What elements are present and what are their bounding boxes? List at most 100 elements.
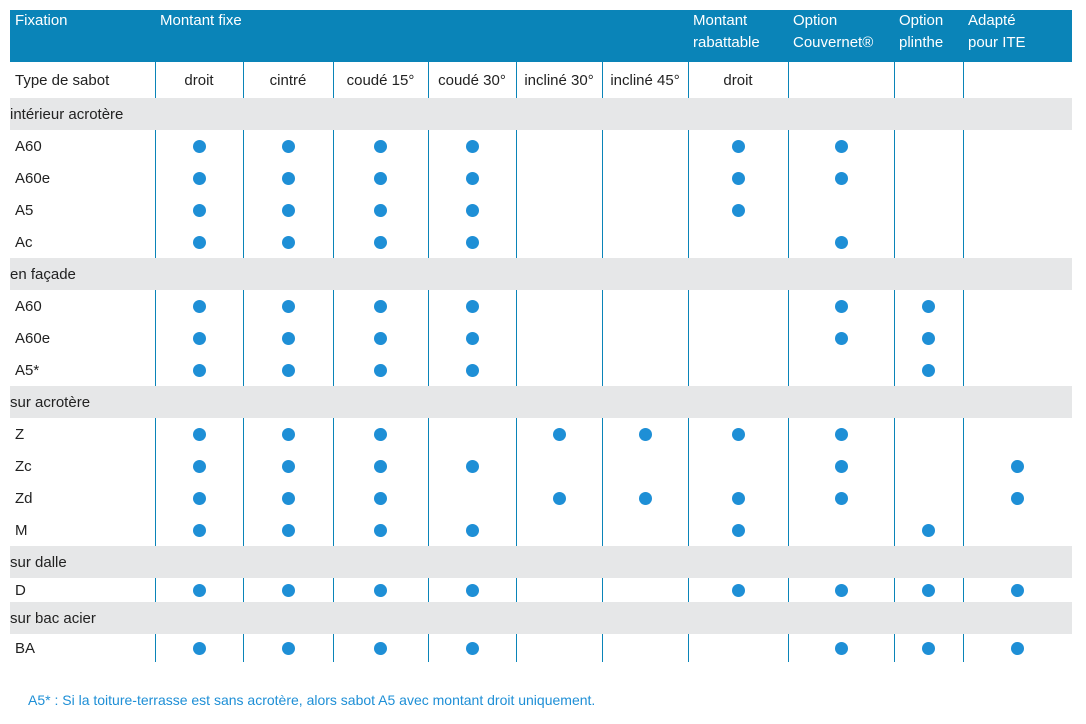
table-cell — [427, 578, 516, 602]
table-cell — [962, 418, 1072, 450]
compatible-dot-icon — [1011, 492, 1025, 506]
table-cell — [242, 194, 333, 226]
table-cell — [787, 578, 894, 602]
table-cell — [601, 482, 688, 514]
table-cell — [962, 322, 1072, 354]
table-cell — [242, 290, 333, 322]
row-label: D — [15, 581, 26, 599]
compatible-dot-icon — [465, 524, 479, 538]
row-label: A60 — [15, 137, 42, 155]
table-cell — [242, 482, 333, 514]
compatible-dot-icon — [281, 172, 295, 186]
table-cell — [427, 322, 516, 354]
table-row: D — [10, 578, 1072, 602]
table-cell — [427, 482, 516, 514]
table-row: A60e — [10, 162, 1072, 194]
table-cell — [515, 450, 602, 482]
compatible-dot-icon — [374, 236, 387, 250]
table-cell — [601, 130, 688, 162]
table-cell — [893, 322, 963, 354]
compatible-dot-icon — [465, 300, 479, 314]
table-cell — [242, 322, 333, 354]
table-cell — [427, 418, 516, 450]
table-cell — [427, 634, 516, 662]
table-cell — [332, 578, 428, 602]
compatible-dot-icon — [731, 492, 745, 506]
subheader-col — [962, 62, 1072, 98]
table-cell — [427, 514, 516, 546]
compatible-dot-icon — [834, 584, 848, 598]
table-cell — [515, 578, 602, 602]
table-cell — [893, 290, 963, 322]
compatible-dot-icon — [374, 172, 387, 186]
table-cell — [893, 634, 963, 662]
table-cell — [427, 162, 516, 194]
header-montant-rabattable: Montant rabattable — [688, 10, 788, 62]
compatible-dot-icon — [834, 460, 848, 474]
compatible-dot-icon — [731, 524, 745, 538]
compatible-dot-icon — [281, 332, 295, 346]
table-cell — [242, 514, 333, 546]
table-cell — [515, 194, 602, 226]
table-cell — [962, 578, 1072, 602]
compatible-dot-icon — [192, 492, 206, 506]
table-cell — [154, 418, 243, 450]
compatible-dot-icon — [192, 428, 206, 442]
compatible-dot-icon — [922, 524, 935, 538]
table-cell — [154, 354, 243, 386]
table-cell — [242, 450, 333, 482]
table-cell — [154, 162, 243, 194]
table-cell — [962, 634, 1072, 662]
table-cell — [687, 634, 788, 662]
table-cell — [687, 450, 788, 482]
row-label: A60 — [15, 297, 42, 315]
table-cell — [332, 194, 428, 226]
table-cell — [427, 354, 516, 386]
table-cell — [427, 290, 516, 322]
table-cell — [787, 450, 894, 482]
compatible-dot-icon — [192, 460, 206, 474]
compatible-dot-icon — [638, 492, 652, 506]
table-cell — [687, 162, 788, 194]
table-cell — [687, 482, 788, 514]
table-row: Zc — [10, 450, 1072, 482]
table-cell — [962, 450, 1072, 482]
table-cell — [332, 162, 428, 194]
compatible-dot-icon — [281, 584, 295, 598]
header-adapte-ite: Adapté pour ITE — [963, 10, 1072, 62]
compatible-dot-icon — [281, 364, 295, 378]
table-cell — [601, 322, 688, 354]
row-label: Ac — [15, 233, 33, 251]
table-cell — [332, 322, 428, 354]
table-cell — [515, 290, 602, 322]
table-cell — [687, 514, 788, 546]
table-cell — [242, 578, 333, 602]
compatible-dot-icon — [281, 492, 295, 506]
compatible-dot-icon — [374, 140, 387, 154]
table-row: Z — [10, 418, 1072, 450]
table-row: Ac — [10, 226, 1072, 258]
table-cell — [515, 130, 602, 162]
table-cell — [515, 226, 602, 258]
table-cell — [601, 162, 688, 194]
compatible-dot-icon — [374, 204, 387, 218]
subheader-col — [893, 62, 963, 98]
subheader-col — [787, 62, 894, 98]
table-cell — [687, 194, 788, 226]
table-cell — [787, 290, 894, 322]
compatible-dot-icon — [731, 172, 745, 186]
section-row: en façade — [10, 258, 1072, 290]
table-cell — [787, 194, 894, 226]
table-cell — [427, 226, 516, 258]
table-cell — [242, 226, 333, 258]
header-option-couvernet: Option Couvernet® — [788, 10, 894, 62]
compatible-dot-icon — [638, 428, 652, 442]
compatible-dot-icon — [465, 642, 479, 656]
table-cell — [687, 354, 788, 386]
row-label: Z — [15, 425, 25, 443]
compatible-dot-icon — [374, 584, 387, 598]
table-cell — [601, 634, 688, 662]
compatible-dot-icon — [834, 332, 848, 346]
compatible-dot-icon — [192, 332, 206, 346]
